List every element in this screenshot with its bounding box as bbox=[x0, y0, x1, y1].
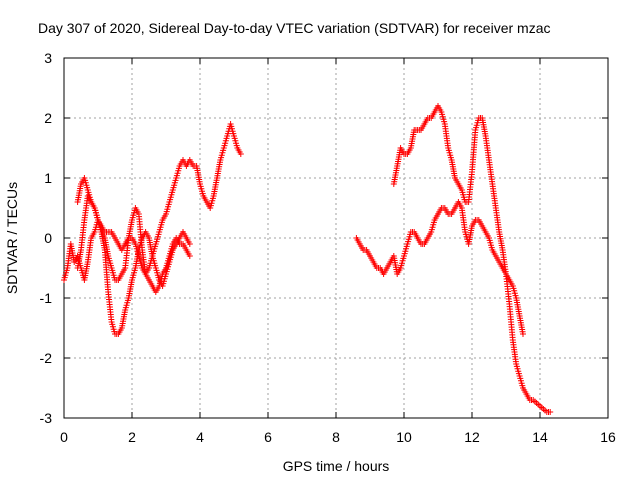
series-5 bbox=[390, 103, 554, 415]
chart-title: Day 307 of 2020, Sidereal Day-to-day VTE… bbox=[38, 20, 551, 36]
x-tick-label: 2 bbox=[128, 429, 136, 445]
x-tick-label: 14 bbox=[532, 429, 548, 445]
y-tick-label: 1 bbox=[44, 170, 52, 186]
series-2 bbox=[74, 121, 244, 283]
x-tick-label: 8 bbox=[332, 429, 340, 445]
y-tick-label: -1 bbox=[40, 290, 53, 306]
data-marks bbox=[61, 103, 554, 415]
x-axis-label: GPS time / hours bbox=[283, 458, 390, 474]
y-tick-label: 0 bbox=[44, 230, 52, 246]
data-point bbox=[520, 331, 526, 337]
x-tick-label: 6 bbox=[264, 429, 272, 445]
data-point bbox=[186, 253, 193, 259]
x-tick-label: 10 bbox=[396, 429, 412, 445]
x-tick-label: 0 bbox=[60, 429, 68, 445]
y-tick-label: 3 bbox=[44, 50, 52, 66]
y-tick-label: -2 bbox=[40, 350, 53, 366]
data-point bbox=[547, 409, 554, 415]
x-tick-label: 4 bbox=[196, 429, 204, 445]
y-axis-label: SDTVAR / TECUs bbox=[4, 182, 20, 294]
x-tick-label: 12 bbox=[464, 429, 480, 445]
grid-lines bbox=[64, 58, 608, 418]
data-point bbox=[186, 241, 193, 247]
x-tick-label: 16 bbox=[600, 429, 616, 445]
series-3 bbox=[74, 193, 193, 295]
y-tick-label: 2 bbox=[44, 110, 52, 126]
series-4 bbox=[353, 199, 526, 337]
y-tick-label: -3 bbox=[40, 410, 53, 426]
data-point bbox=[237, 151, 244, 157]
